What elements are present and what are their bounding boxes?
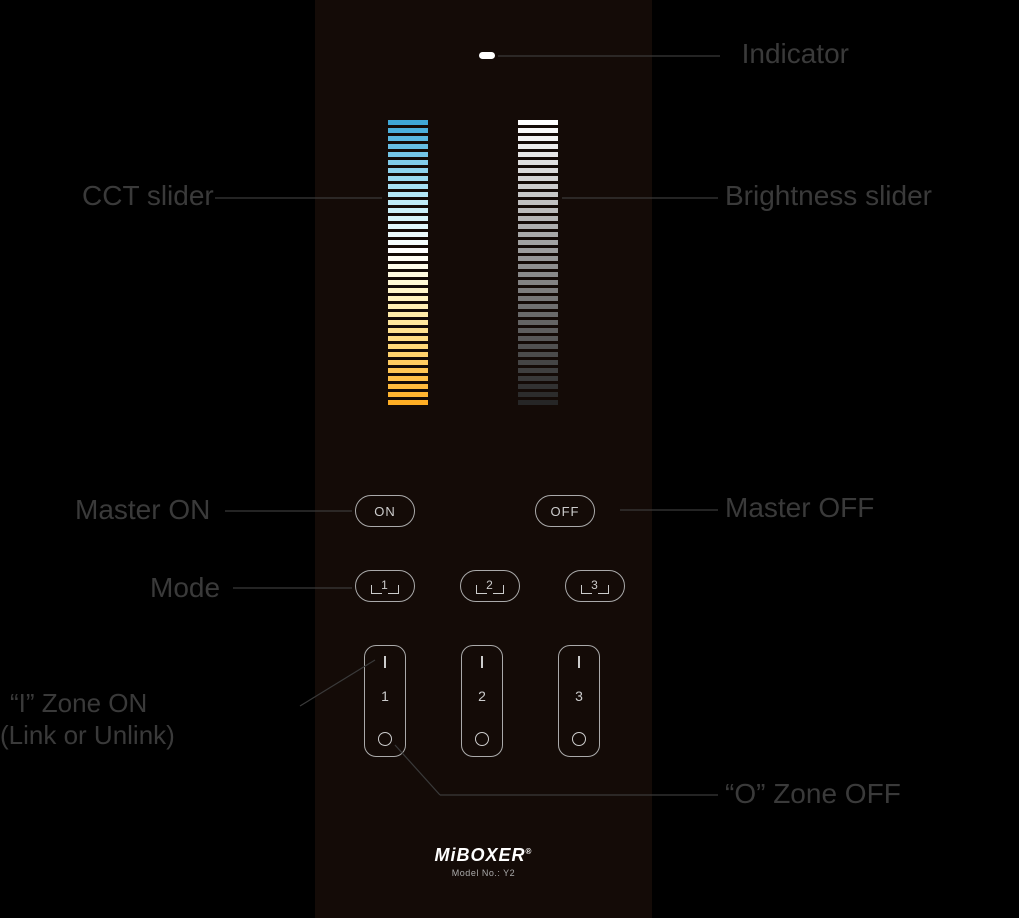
leader-lines: [0, 0, 1019, 918]
diagram-canvas: ON OFF 1 2 3 1 2 3: [0, 0, 1019, 918]
